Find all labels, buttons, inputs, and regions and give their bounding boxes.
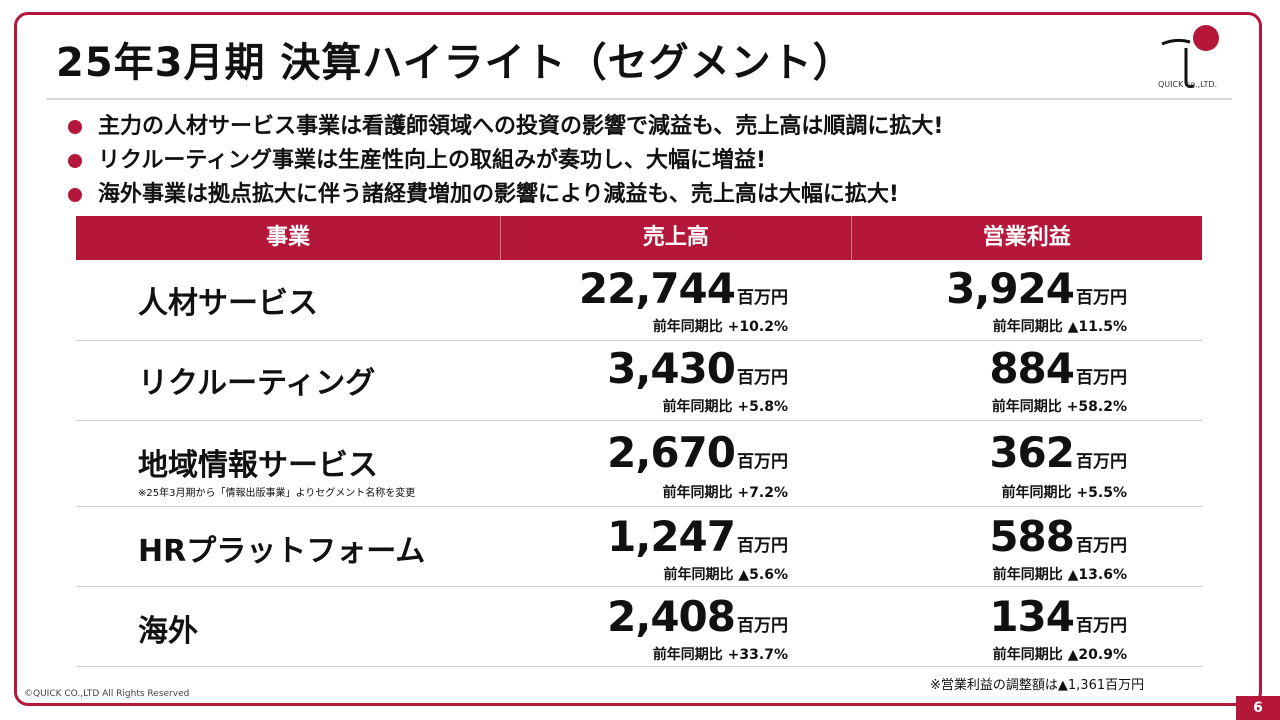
op-yoy: 前年同期比 +5.5% <box>1001 485 1127 501</box>
op-value: 884 百万円 <box>989 344 1127 393</box>
op-value: 3,924 百万円 <box>946 264 1127 313</box>
bullet-item: リクルーティング事業は生産性向上の取組みが奏功し、大幅に増益! <box>68 144 943 178</box>
slide-title: 25年3月期 決算ハイライト（セグメント） <box>56 40 854 86</box>
op-yoy: 前年同期比 ▲11.5% <box>992 319 1127 335</box>
header-sales: 売上高 <box>501 216 852 260</box>
sales-value: 1,247 百万円 <box>607 512 788 561</box>
sales-yoy: 前年同期比 +5.8% <box>662 399 788 415</box>
bullet-item: 海外事業は拠点拡大に伴う諸経費増加の影響により減益も、売上高は大幅に拡大! <box>68 178 943 212</box>
segment-name: 人材サービス <box>138 286 318 321</box>
bullet-text: 海外事業は拠点拡大に伴う諸経費増加の影響により減益も、売上高は大幅に拡大! <box>98 182 899 207</box>
segment-note: ※25年3月期から「情報出版事業」よりセグメント名称を変更 <box>138 488 416 499</box>
bullet-list: 主力の人材サービス事業は看護師領域への投資の影響で減益も、売上高は順調に拡大! … <box>68 110 943 212</box>
op-value: 134 百万円 <box>989 592 1127 641</box>
bullet-dot-icon <box>68 154 82 168</box>
segment-name: リクルーティング <box>138 366 376 401</box>
table-row: 人材サービス 22,744 百万円 前年同期比 +10.2% 3,924 百万円 前… <box>76 260 1202 341</box>
bullet-item: 主力の人材サービス事業は看護師領域への投資の影響で減益も、売上高は順調に拡大! <box>68 110 943 144</box>
sales-yoy: 前年同期比 +7.2% <box>662 485 788 501</box>
op-yoy: 前年同期比 +58.2% <box>991 399 1127 415</box>
header-segment: 事業 <box>76 216 502 260</box>
segment-name: 地域情報サービス <box>138 448 378 483</box>
logo-text: QUICK co.,LTD. <box>1158 80 1218 89</box>
op-yoy: 前年同期比 ▲13.6% <box>992 567 1127 583</box>
table-row: 海外 2,408 百万円 前年同期比 +33.7% 134 百万円 前年同期比 ▲2… <box>76 586 1202 667</box>
sales-yoy: 前年同期比 ▲5.6% <box>663 567 788 583</box>
title-divider <box>46 98 1232 100</box>
bullet-dot-icon <box>68 120 82 134</box>
sales-value: 3,430 百万円 <box>607 344 788 393</box>
segment-name: HRプラットフォーム <box>138 534 426 569</box>
sales-value: 2,670 百万円 <box>607 428 788 477</box>
op-value: 588 百万円 <box>989 512 1127 561</box>
slide-frame <box>14 12 1262 706</box>
sales-yoy: 前年同期比 +33.7% <box>652 647 788 663</box>
op-yoy: 前年同期比 ▲20.9% <box>992 647 1127 663</box>
op-value: 362 百万円 <box>989 428 1127 477</box>
sales-value: 22,744 百万円 <box>578 264 788 313</box>
footnote: ※営業利益の調整額は▲1,361百万円 <box>930 678 1145 693</box>
table-row: 地域情報サービス ※25年3月期から「情報出版事業」よりセグメント名称を変更 2… <box>76 420 1202 507</box>
sales-yoy: 前年同期比 +10.2% <box>652 319 788 335</box>
table-row: リクルーティング 3,430 百万円 前年同期比 +5.8% 884 百万円 前年同… <box>76 340 1202 421</box>
copyright: ©QUICK CO.,LTD All Rights Reserved <box>24 689 190 699</box>
table-row: HRプラットフォーム 1,247 百万円 前年同期比 ▲5.6% 588 百万円 前… <box>76 506 1202 587</box>
bullet-text: リクルーティング事業は生産性向上の取組みが奏功し、大幅に増益! <box>98 148 767 173</box>
page-number: 6 <box>1236 696 1280 720</box>
bullet-text: 主力の人材サービス事業は看護師領域への投資の影響で減益も、売上高は順調に拡大! <box>98 114 944 139</box>
segment-name: 海外 <box>138 614 198 649</box>
header-operating-profit: 営業利益 <box>982 225 1071 250</box>
table-header: 事業 売上高 営業利益 <box>76 216 1202 260</box>
sales-value: 2,408 百万円 <box>607 592 788 641</box>
company-logo <box>1161 25 1219 88</box>
bullet-dot-icon <box>68 188 82 202</box>
